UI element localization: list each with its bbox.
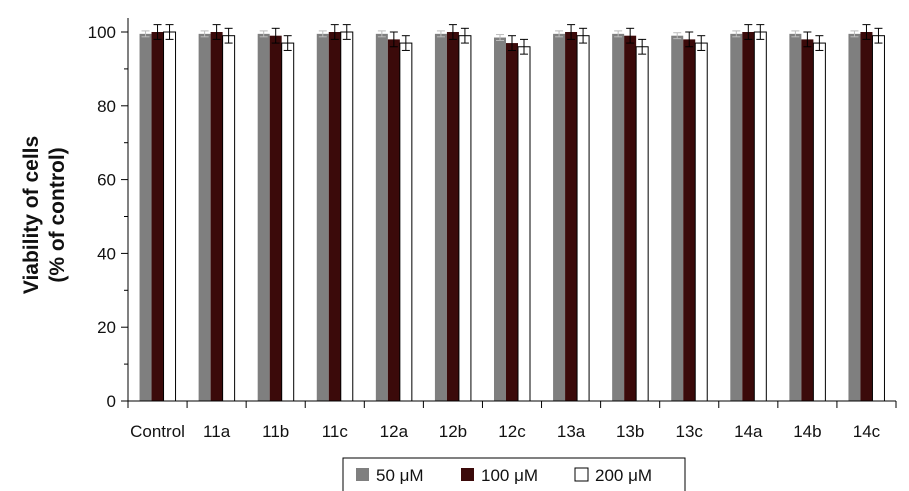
- bar-11a-1: [210, 32, 223, 401]
- bar-Control-2: [163, 31, 177, 402]
- legend-swatch-50: [356, 468, 369, 481]
- bar-11c-0: [316, 33, 329, 401]
- bar-14c-0: [848, 33, 861, 401]
- bar-Control-1: [151, 32, 164, 401]
- legend-label-200: 200 μM: [595, 466, 652, 485]
- x-tick-label-12c: 12c: [498, 422, 526, 441]
- y-tick-label-0: 0: [107, 392, 116, 411]
- bar-Control-0: [139, 33, 152, 401]
- bar-11b-2: [281, 42, 295, 402]
- legend-box: [342, 457, 686, 491]
- x-tick-label-11c: 11c: [322, 422, 349, 441]
- bar-14b-2: [812, 42, 826, 402]
- bar-11a-2: [222, 35, 236, 402]
- bar-12c-0: [494, 37, 506, 401]
- x-tick-label-14a: 14a: [734, 422, 763, 441]
- bar-14c-1: [860, 32, 873, 401]
- legend: 50 μM 100 μM 200 μM: [342, 457, 686, 491]
- bar-14b-0: [789, 33, 802, 401]
- y-axis-title-line1: Viability of cells: [20, 136, 43, 294]
- x-tick-label-12b: 12b: [439, 422, 467, 441]
- bar-11b-0: [257, 33, 270, 401]
- bar-14c-2: [871, 35, 885, 402]
- bar-14a-1: [742, 32, 755, 401]
- bar-14a-2: [753, 31, 767, 402]
- x-tick-label-13a: 13a: [557, 422, 586, 441]
- bar-12b-2: [458, 35, 472, 402]
- x-tick-label-11b: 11b: [262, 422, 289, 441]
- y-tick-label-20: 20: [97, 318, 116, 337]
- bar-13a-0: [553, 33, 566, 401]
- bar-12a-2: [399, 42, 413, 402]
- bar-11c-1: [328, 32, 341, 401]
- bar-13c-1: [683, 39, 696, 401]
- bar-12c-2: [517, 46, 531, 402]
- bar-12c-1: [506, 43, 518, 401]
- bar-13a-2: [576, 35, 590, 402]
- bar-12a-0: [375, 33, 388, 401]
- x-tick-label-13b: 13b: [616, 422, 644, 441]
- bar-11c-2: [340, 31, 354, 402]
- y-tick-label-40: 40: [97, 244, 116, 263]
- bar-12b-1: [446, 32, 459, 401]
- x-tick-label-Control: Control: [130, 422, 185, 441]
- bar-13c-0: [671, 35, 684, 401]
- legend-label-50: 50 μM: [376, 466, 424, 485]
- bar-12b-0: [434, 33, 447, 401]
- bar-13b-2: [635, 46, 649, 402]
- x-tick-label-11a: 11a: [203, 422, 231, 441]
- axes: 0 20 40 60 80 100 Control 11a 11b 11c 12a 12b 12c 13a…: [88, 18, 897, 441]
- bar-13b-1: [624, 35, 637, 401]
- bar-13b-0: [612, 33, 625, 401]
- legend-swatch-200: [574, 467, 589, 482]
- x-tick-label-12a: 12a: [380, 422, 409, 441]
- y-tick-label-80: 80: [97, 97, 116, 116]
- x-tick-label-14c: 14c: [853, 422, 881, 441]
- y-tick-label-100: 100: [88, 23, 116, 42]
- bar-12a-1: [387, 39, 400, 401]
- y-tick-label-60: 60: [97, 171, 116, 190]
- legend-swatch-100: [461, 468, 474, 481]
- bar-11a-0: [198, 33, 211, 401]
- plot-area: [139, 24, 885, 402]
- bar-14b-1: [801, 39, 814, 401]
- bar-14a-0: [730, 33, 743, 401]
- x-tick-label-14b: 14b: [793, 422, 821, 441]
- bar-11b-1: [269, 35, 282, 401]
- legend-label-100: 100 μM: [481, 466, 538, 485]
- y-axis-title-line2: (% of control): [46, 147, 69, 282]
- bar-13a-1: [565, 32, 578, 401]
- bar-13c-2: [694, 42, 708, 402]
- x-tick-label-13c: 13c: [676, 422, 704, 441]
